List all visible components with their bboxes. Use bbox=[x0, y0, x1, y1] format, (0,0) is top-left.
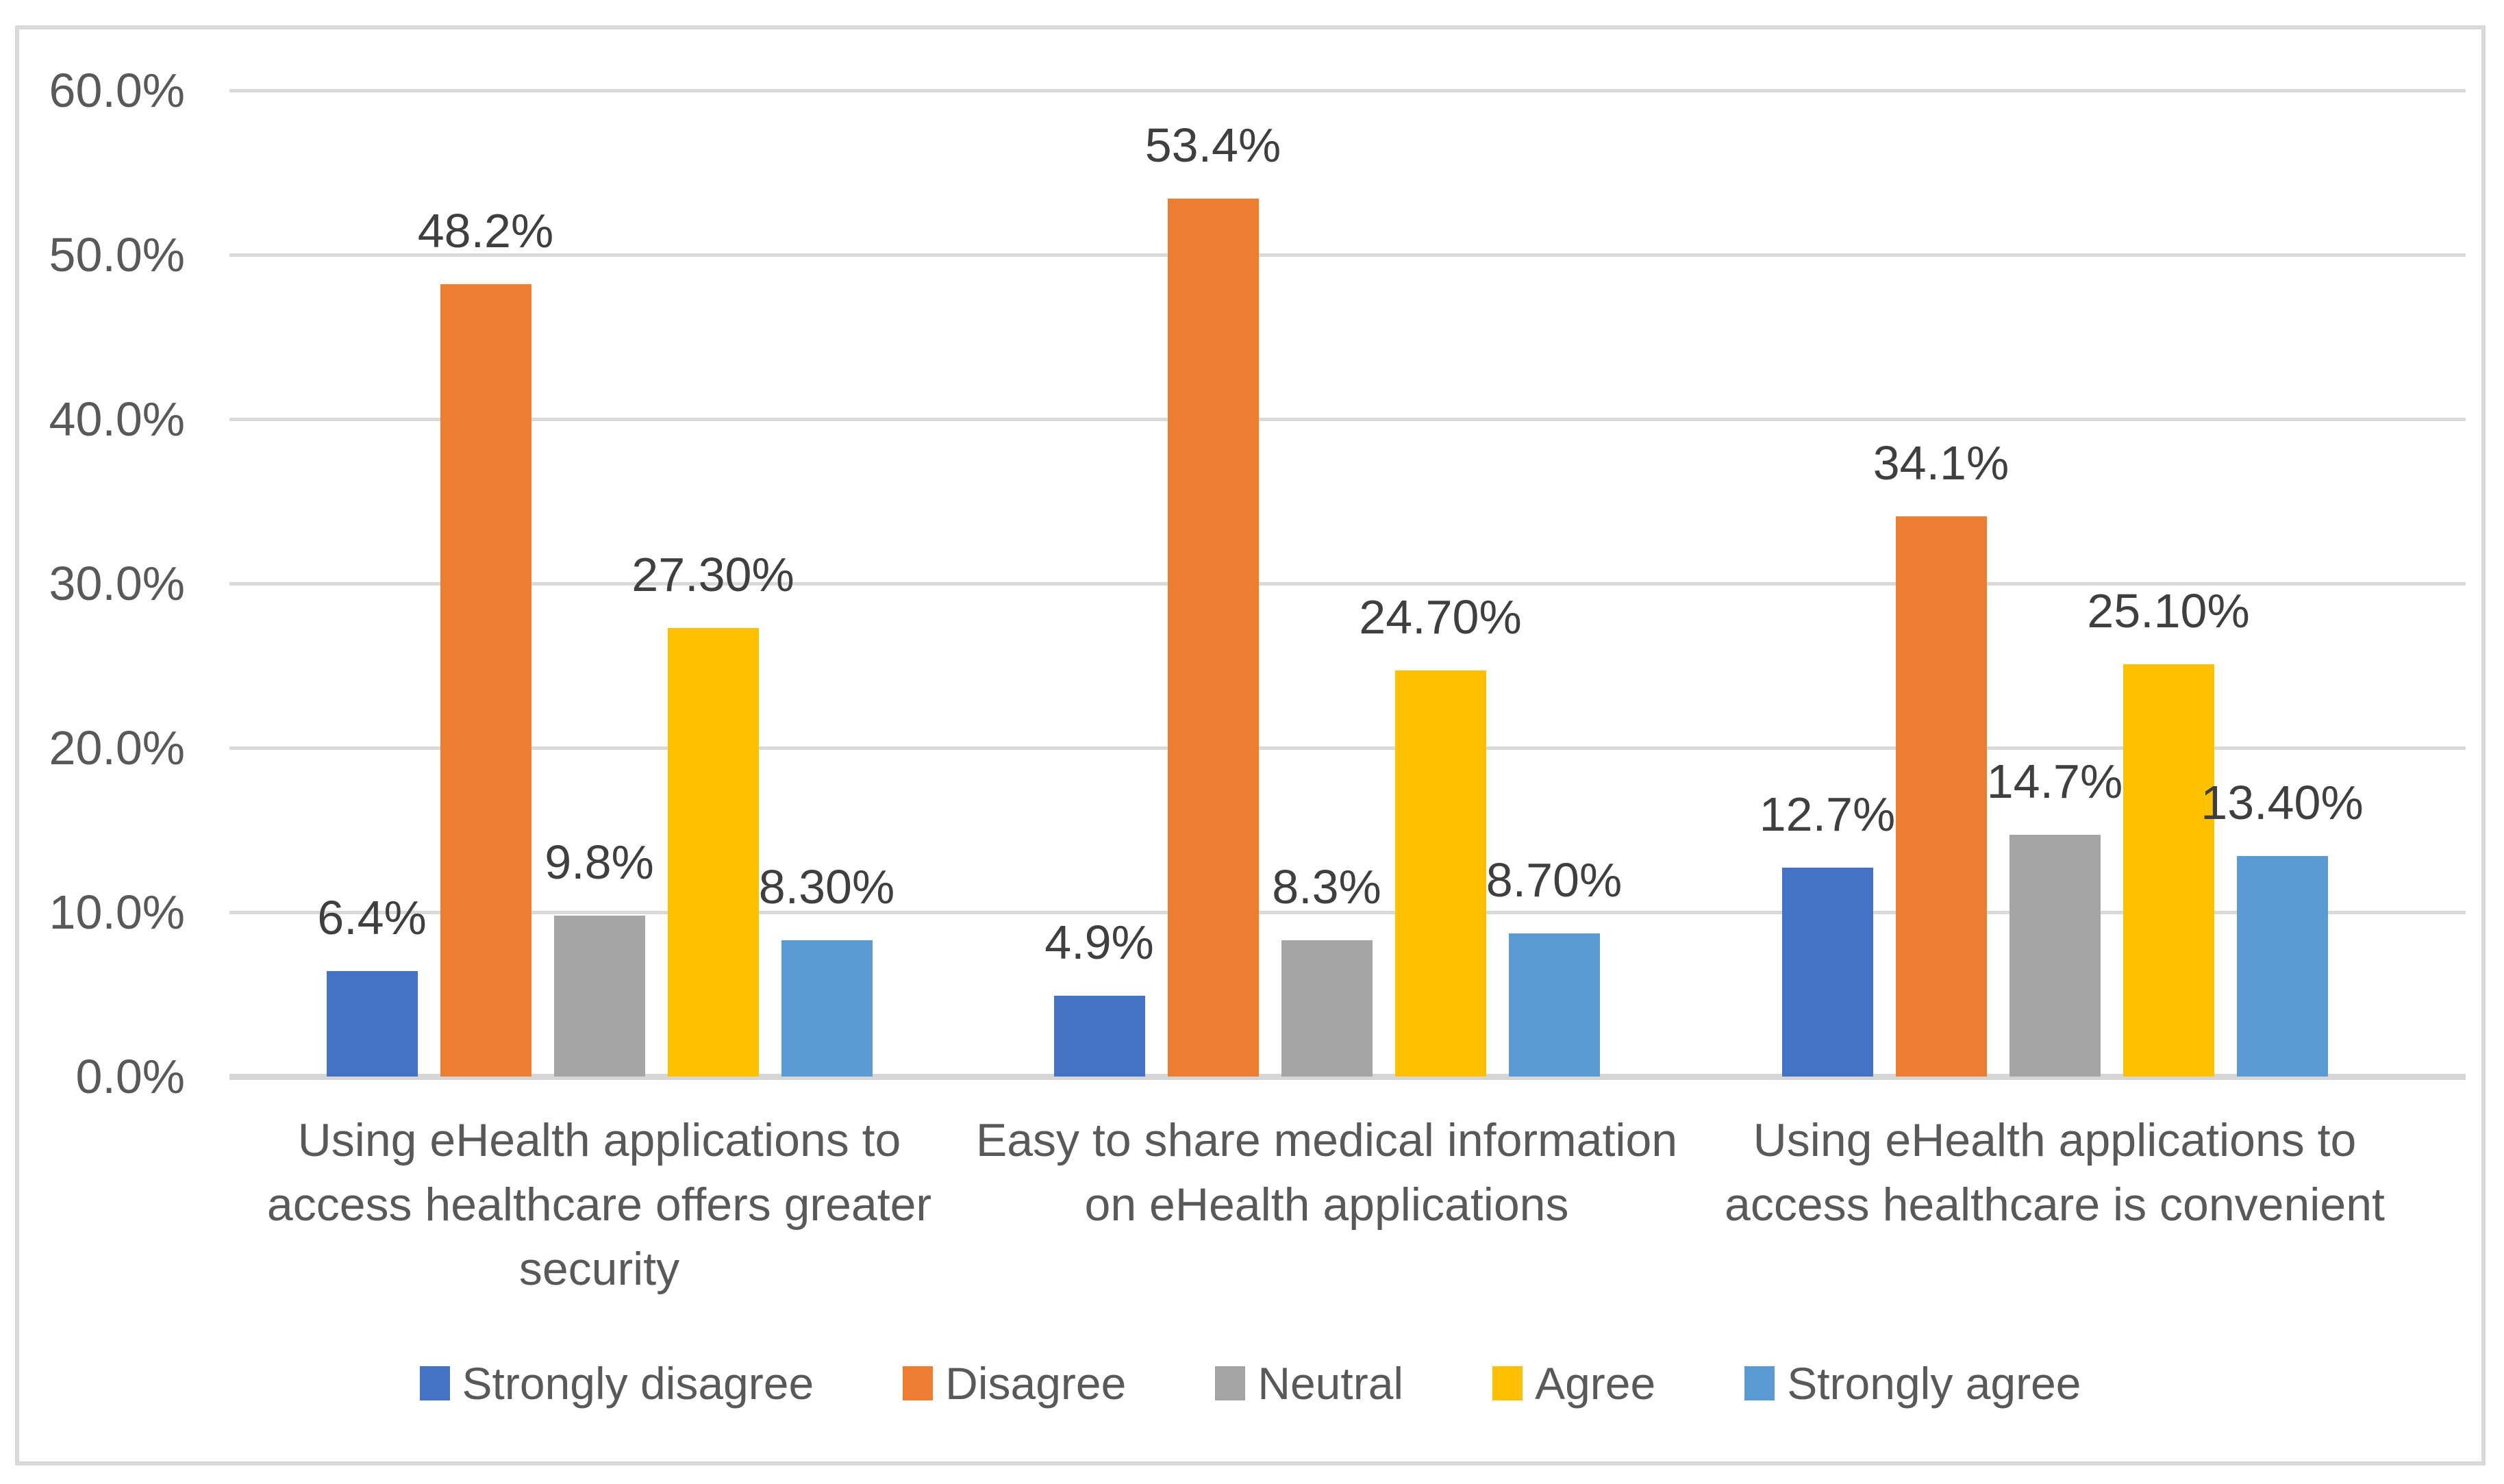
legend-label: Disagree bbox=[945, 1358, 1127, 1409]
chart-frame bbox=[15, 25, 2486, 1466]
legend-item-agree: Agree bbox=[1492, 1359, 1655, 1407]
legend-label: Strongly agree bbox=[1787, 1358, 2081, 1409]
legend-item-strongly-agree: Strongly agree bbox=[1744, 1359, 2081, 1407]
legend-label: Neutral bbox=[1257, 1358, 1404, 1409]
legend-item-disagree: Disagree bbox=[903, 1359, 1126, 1407]
legend-swatch-agree bbox=[1492, 1366, 1523, 1400]
legend-item-strongly-disagree: Strongly disagree bbox=[419, 1358, 814, 1409]
legend-label: Agree bbox=[1535, 1358, 1656, 1409]
legend-swatch-disagree bbox=[903, 1366, 934, 1400]
legend-swatch-neutral bbox=[1215, 1366, 1246, 1400]
legend: Strongly disagree Disagree Neutral Agree Str… bbox=[15, 1349, 2486, 1418]
legend-label: Strongly disagree bbox=[462, 1358, 814, 1409]
legend-item-neutral: Neutral bbox=[1215, 1359, 1403, 1407]
legend-swatch-strongly-agree bbox=[1744, 1366, 1775, 1400]
legend-swatch-strongly-disagree bbox=[419, 1366, 450, 1400]
